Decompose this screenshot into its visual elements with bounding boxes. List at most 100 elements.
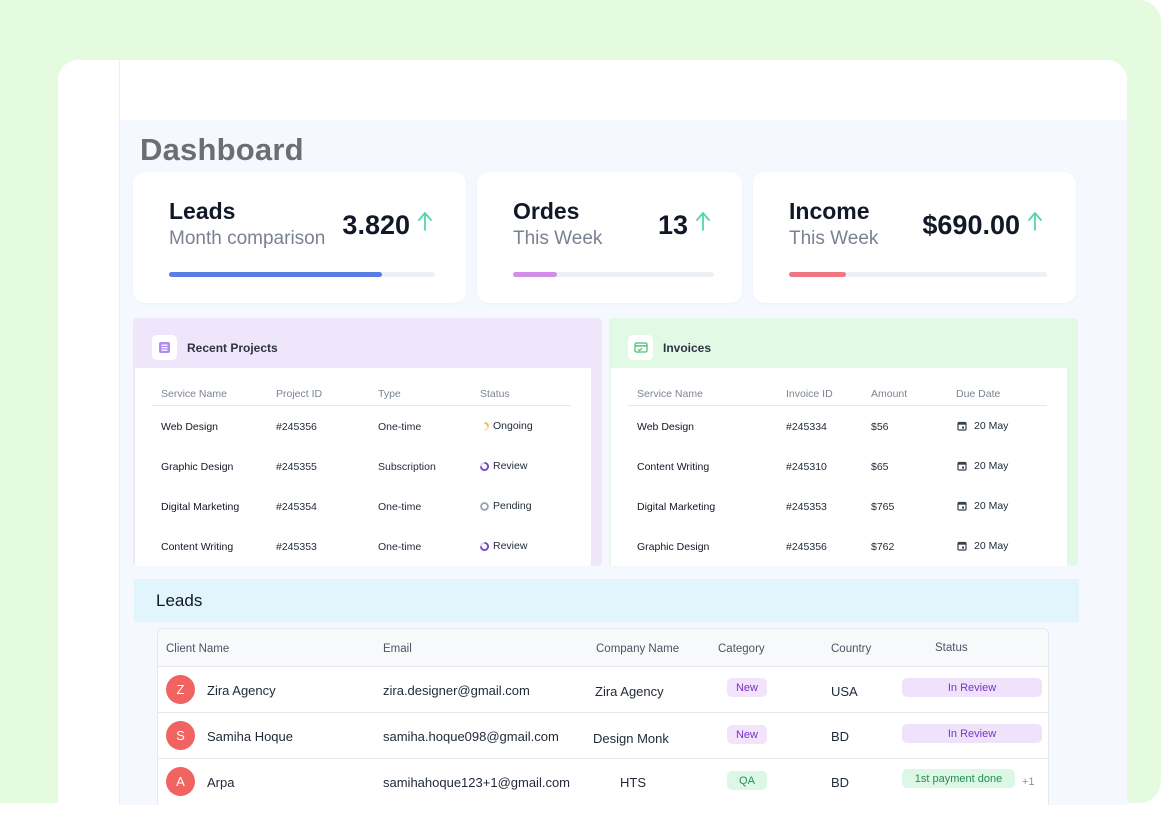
review-icon [480, 461, 489, 471]
pending-icon [480, 501, 489, 511]
status-badge[interactable]: In Review [902, 724, 1042, 743]
service-name: Digital Marketing [637, 501, 716, 513]
more-status-count[interactable]: +1 [1022, 776, 1035, 788]
due-date: 20 May [957, 460, 1008, 472]
leads-progress-track [169, 272, 435, 277]
due-date: 20 May [957, 500, 1008, 512]
arrow-up-icon [1028, 212, 1042, 231]
client-name: Samiha Hoque [207, 729, 293, 744]
avatar: A [166, 767, 195, 796]
panel-title: Invoices [663, 341, 712, 355]
column-header: Company Name [596, 643, 680, 655]
invoices-panel: Invoices Service Name Invoice ID Amount … [609, 318, 1078, 566]
company-name: HTS [620, 775, 646, 790]
service-name: Content Writing [637, 461, 710, 473]
invoice-id: #245356 [786, 541, 827, 553]
top-bar [120, 60, 1127, 120]
project-status: Review [480, 540, 527, 552]
panel-title: Recent Projects [187, 341, 278, 355]
orders-progress-track [513, 272, 714, 277]
client-name: Zira Agency [207, 683, 276, 698]
project-type: One-time [378, 541, 422, 553]
country: USA [831, 684, 858, 699]
page-title: Dashboard [140, 132, 304, 167]
table-row[interactable]: A Arpa samihahoque123+1@gmail.com HTS QA… [158, 759, 1048, 805]
income-progress-fill [789, 272, 846, 277]
orders-progress-fill [513, 272, 558, 277]
stat-card-orders[interactable]: Ordes This Week 13 [477, 172, 742, 303]
header-divider [628, 405, 1047, 406]
stat-subtitle: Month comparison [169, 228, 326, 249]
calendar-icon [957, 421, 967, 431]
project-status: Pending [480, 500, 532, 512]
calendar-icon [957, 541, 967, 551]
stat-title: Ordes [513, 198, 580, 224]
status-label: Review [493, 460, 528, 472]
project-type: One-time [378, 421, 422, 433]
invoice-id: #245310 [786, 461, 827, 473]
project-status: Review [480, 460, 527, 472]
country: BD [831, 729, 850, 744]
due-date-label: 20 May [974, 540, 1009, 552]
income-progress-track [789, 272, 1047, 277]
column-header: Status [935, 642, 968, 654]
stat-value: 13 [657, 210, 688, 240]
category-badge: QA [727, 771, 767, 790]
leads-progress-fill [169, 272, 382, 277]
invoice-id: #245353 [786, 501, 827, 513]
country: BD [831, 775, 850, 790]
column-header: Service Name [637, 388, 703, 400]
company-name: Zira Agency [595, 684, 664, 699]
header-divider [152, 405, 571, 406]
service-name: Graphic Design [161, 461, 234, 473]
invoices-table: Service Name Invoice ID Amount Due Date … [611, 368, 1067, 566]
service-name: Web Design [637, 421, 695, 433]
status-label: Ongoing [493, 420, 533, 432]
invoice-amount: $765 [871, 501, 895, 513]
avatar: S [166, 721, 195, 750]
project-type: Subscription [378, 461, 436, 473]
panel-header: Invoices [609, 318, 1078, 368]
leads-table-header: Client Name Email Company Name Category … [158, 629, 1048, 667]
status-badge[interactable]: 1st payment done [902, 769, 1015, 788]
stat-title: Leads [169, 198, 236, 224]
status-badge[interactable]: In Review [902, 678, 1042, 697]
app-window: Dashboard Leads Month comparison 3.820 O… [58, 60, 1127, 805]
category-badge: New [727, 678, 767, 697]
table-row[interactable]: Z Zira Agency zira.designer@gmail.com Zi… [158, 667, 1048, 713]
column-header: Project ID [276, 388, 323, 400]
arrow-up-icon [696, 212, 710, 231]
project-type: One-time [378, 501, 422, 513]
projects-table: Service Name Project ID Type Status Web … [135, 368, 591, 566]
status-label: Pending [493, 500, 532, 512]
panel-header: Recent Projects [133, 318, 602, 368]
stat-card-leads[interactable]: Leads Month comparison 3.820 [133, 172, 466, 303]
column-header: Amount [871, 388, 908, 400]
column-header: Type [378, 388, 401, 400]
table-row[interactable]: S Samiha Hoque samiha.hoque098@gmail.com… [158, 713, 1048, 759]
category-badge: New [727, 725, 767, 744]
sidebar-divider [119, 60, 120, 805]
stat-title: Income [789, 198, 870, 224]
due-date-label: 20 May [974, 460, 1009, 472]
arrow-up-icon [418, 212, 432, 231]
client-email[interactable]: samihahoque123+1@gmail.com [383, 775, 571, 790]
column-header: Country [831, 643, 872, 655]
column-header: Email [383, 643, 412, 655]
project-status: Ongoing [480, 420, 533, 432]
avatar: Z [166, 675, 195, 704]
due-date-label: 20 May [974, 420, 1009, 432]
leads-section-title: Leads [156, 591, 203, 610]
project-id: #245355 [276, 461, 317, 473]
service-name: Content Writing [161, 541, 234, 553]
client-email[interactable]: samiha.hoque098@gmail.com [383, 729, 559, 744]
invoice-amount: $762 [871, 541, 895, 553]
review-icon [480, 541, 489, 551]
column-header: Client Name [166, 643, 230, 655]
project-id: #245353 [276, 541, 317, 553]
due-date: 20 May [957, 420, 1008, 432]
due-date-label: 20 May [974, 500, 1009, 512]
recent-projects-panel: Recent Projects Service Name Project ID … [133, 318, 602, 566]
client-email[interactable]: zira.designer@gmail.com [383, 683, 530, 698]
stat-card-income[interactable]: Income This Week $690.00 [753, 172, 1076, 303]
